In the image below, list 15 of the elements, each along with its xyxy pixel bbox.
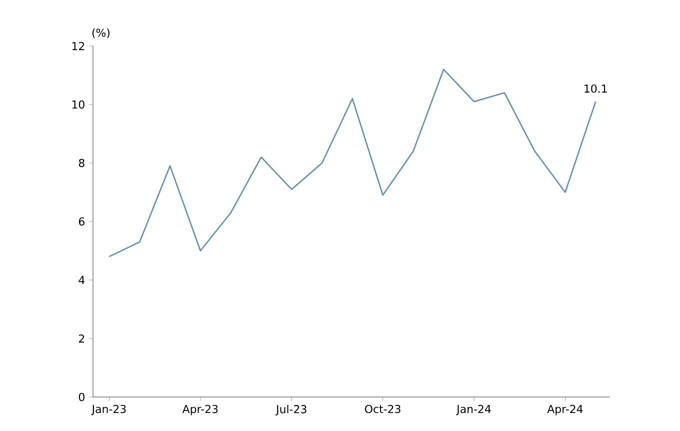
y-tick-label: 10 — [72, 100, 84, 109]
x-tick-label: Apr-24 — [547, 404, 583, 416]
x-tick-label: Oct-23 — [365, 404, 400, 414]
x-tick-label: Jan-23 — [91, 404, 126, 416]
y-tick-label: 6 — [78, 217, 84, 226]
y-axis-title: (%) — [92, 28, 110, 38]
y-tick-label: 2 — [78, 334, 84, 343]
y-tick-label: 8 — [78, 158, 84, 168]
y-tick-label: 12 — [72, 42, 84, 50]
x-tick-label: Jan-24 — [456, 404, 491, 416]
x-tick-label: Jul-23 — [275, 404, 306, 416]
y-tick-label: 0 — [78, 392, 84, 402]
y-tick-label: 4 — [78, 276, 85, 284]
annotation: 10.1 — [584, 84, 607, 93]
x-tick-label: Apr-23 — [182, 404, 218, 416]
